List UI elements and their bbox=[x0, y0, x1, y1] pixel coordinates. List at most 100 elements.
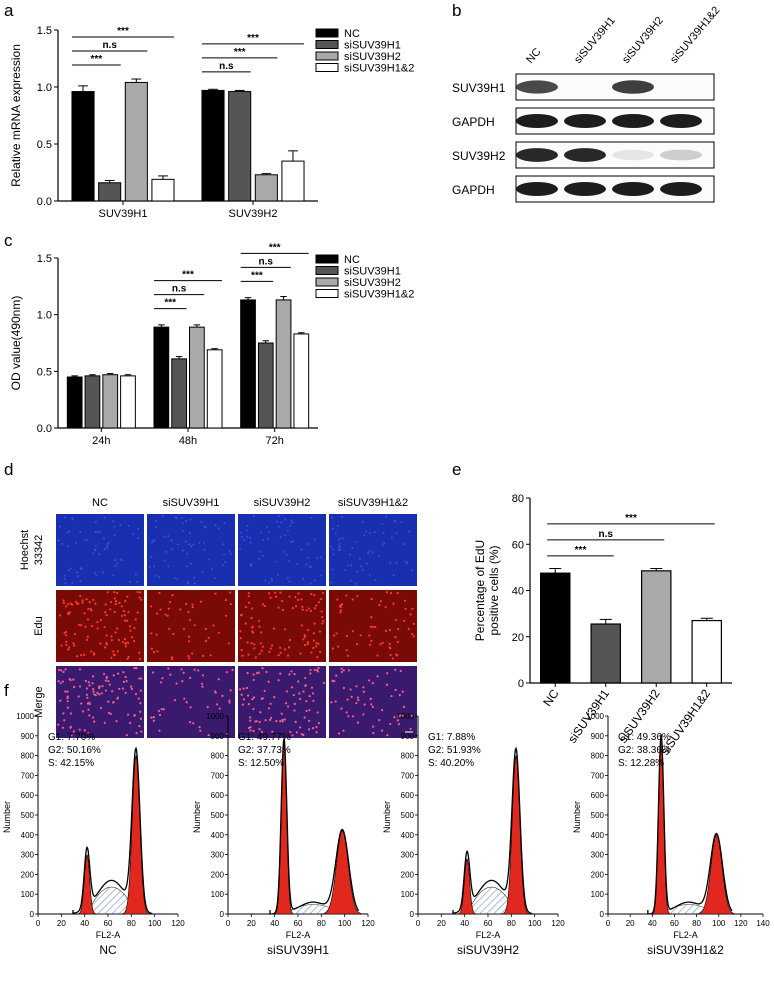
micro-cell bbox=[64, 690, 67, 693]
micro-cell bbox=[268, 581, 271, 584]
micro-cell bbox=[270, 577, 273, 580]
micro-cell bbox=[150, 647, 153, 650]
micro-cell bbox=[122, 671, 125, 674]
micro-cell bbox=[315, 645, 318, 648]
micro-cell bbox=[227, 642, 230, 645]
micro-cell bbox=[389, 562, 392, 565]
micro-cell bbox=[306, 641, 310, 644]
micro-cell bbox=[140, 677, 143, 680]
micro-cell bbox=[78, 728, 81, 731]
micro-cell bbox=[127, 655, 130, 658]
legend-swatch bbox=[315, 289, 339, 298]
micro-cell bbox=[137, 537, 140, 540]
micro-cell bbox=[320, 610, 323, 613]
blot-band bbox=[612, 149, 654, 161]
blot-band bbox=[516, 80, 558, 94]
micro-cell bbox=[221, 694, 224, 697]
micro-image bbox=[147, 666, 235, 738]
x-tick-label: 0 bbox=[36, 919, 41, 928]
micro-cell bbox=[92, 598, 95, 601]
bar bbox=[293, 333, 310, 429]
micro-cell bbox=[229, 552, 232, 555]
micro-cell bbox=[201, 674, 205, 677]
y-tick-label: 1.5 bbox=[37, 25, 52, 37]
micro-cell bbox=[116, 650, 120, 653]
micro-cell bbox=[342, 537, 345, 540]
micro-cell bbox=[295, 731, 299, 734]
micro-cell bbox=[240, 614, 243, 617]
micro-cell bbox=[296, 563, 299, 566]
micro-cell bbox=[96, 627, 99, 630]
significance-label: *** bbox=[625, 513, 637, 524]
micro-cell bbox=[130, 685, 133, 688]
micro-cell bbox=[170, 539, 173, 542]
micro-cell bbox=[371, 625, 375, 629]
micro-cell bbox=[412, 622, 415, 625]
micro-cell bbox=[284, 702, 288, 705]
micro-cell bbox=[372, 725, 375, 728]
micro-cell bbox=[90, 624, 94, 628]
micro-cell bbox=[303, 635, 307, 639]
micro-cell bbox=[396, 640, 399, 644]
histogram-outline bbox=[269, 738, 360, 915]
micro-cell bbox=[309, 582, 312, 585]
micro-cell bbox=[93, 720, 96, 723]
micro-cell bbox=[275, 560, 278, 563]
micro-cell bbox=[193, 582, 196, 585]
y-tick-label: 0.0 bbox=[37, 423, 52, 435]
micro-cell bbox=[267, 680, 270, 683]
micro-cell bbox=[247, 726, 251, 730]
y-tick-label: 1.0 bbox=[37, 310, 52, 322]
micro-cell bbox=[134, 618, 137, 621]
micro-cell bbox=[61, 680, 64, 683]
micro-cell bbox=[123, 614, 127, 617]
significance-label: *** bbox=[91, 54, 103, 65]
micro-cell bbox=[409, 613, 412, 616]
y-tick-label: 1.0 bbox=[37, 82, 52, 94]
micro-cell bbox=[355, 541, 358, 544]
micro-cell bbox=[158, 576, 161, 579]
y-axis-title: Percentage of EdU bbox=[473, 540, 487, 641]
micro-cell bbox=[374, 579, 377, 582]
micro-cell bbox=[341, 515, 344, 518]
micro-cell bbox=[104, 548, 107, 551]
y-tick-label: 0 bbox=[220, 910, 225, 919]
micro-cell bbox=[192, 543, 195, 546]
micro-cell bbox=[293, 673, 296, 676]
micro-cell bbox=[201, 685, 204, 688]
micro-cell bbox=[268, 718, 272, 722]
micro-cell bbox=[189, 706, 192, 709]
micro-cell bbox=[287, 646, 291, 649]
micro-cell bbox=[228, 699, 231, 702]
micro-cell bbox=[211, 568, 214, 571]
micro-cell bbox=[368, 573, 371, 576]
micro-cell bbox=[191, 603, 194, 606]
panel-letter-b: b bbox=[452, 1, 461, 20]
micro-cell bbox=[59, 525, 62, 528]
x-tick-label: 60 bbox=[294, 919, 303, 928]
micro-cell bbox=[245, 686, 249, 690]
micro-cell bbox=[212, 624, 215, 627]
micro-cell bbox=[317, 642, 320, 645]
micro-cell bbox=[72, 642, 75, 645]
micro-cell bbox=[110, 639, 114, 642]
micro-cell bbox=[370, 703, 373, 706]
micro-cell bbox=[86, 618, 90, 621]
micro-cell bbox=[150, 716, 153, 719]
g2-peak bbox=[120, 755, 152, 915]
micro-cell bbox=[110, 656, 113, 659]
micro-cell bbox=[246, 641, 249, 644]
micro-cell bbox=[274, 591, 277, 594]
micro-cell bbox=[239, 630, 242, 633]
micro-cell bbox=[302, 733, 305, 737]
micro-cell bbox=[269, 716, 273, 719]
micro-cell bbox=[362, 690, 365, 693]
micro-cell bbox=[379, 643, 382, 646]
micro-cell bbox=[72, 730, 75, 733]
micro-cell bbox=[126, 657, 129, 661]
blot-band bbox=[660, 182, 702, 196]
micro-cell bbox=[316, 557, 319, 560]
micro-cell bbox=[114, 602, 117, 606]
micro-cell bbox=[255, 672, 259, 675]
